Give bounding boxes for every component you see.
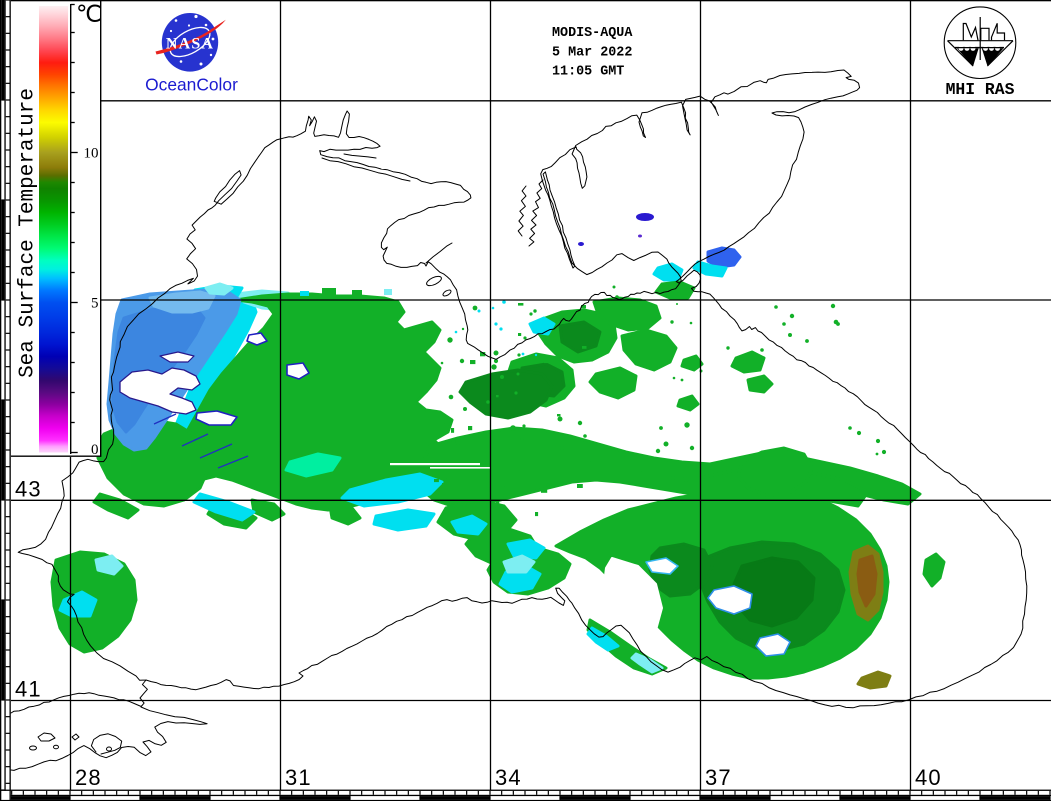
- svg-text:41: 41: [15, 677, 42, 702]
- svg-text:℃: ℃: [76, 2, 102, 27]
- svg-text:31: 31: [285, 765, 312, 790]
- svg-text:5: 5: [91, 296, 99, 312]
- svg-text:28: 28: [75, 765, 102, 790]
- svg-text:11:05 GMT: 11:05 GMT: [552, 65, 624, 80]
- svg-text:37: 37: [705, 765, 732, 790]
- svg-text:10: 10: [84, 146, 99, 162]
- svg-text:43: 43: [15, 477, 42, 502]
- svg-text:Sea Surface Temperature: Sea Surface Temperature: [17, 88, 40, 378]
- svg-text:MODIS-AQUA: MODIS-AQUA: [552, 26, 633, 41]
- svg-text:0: 0: [91, 442, 99, 458]
- svg-text:NASA: NASA: [166, 36, 214, 53]
- svg-text:40: 40: [915, 765, 942, 790]
- svg-text:MHI RAS: MHI RAS: [946, 80, 1015, 99]
- svg-text:34: 34: [495, 765, 522, 790]
- svg-text:OceanColor: OceanColor: [145, 75, 238, 95]
- svg-text:5 Mar 2022: 5 Mar 2022: [552, 45, 632, 60]
